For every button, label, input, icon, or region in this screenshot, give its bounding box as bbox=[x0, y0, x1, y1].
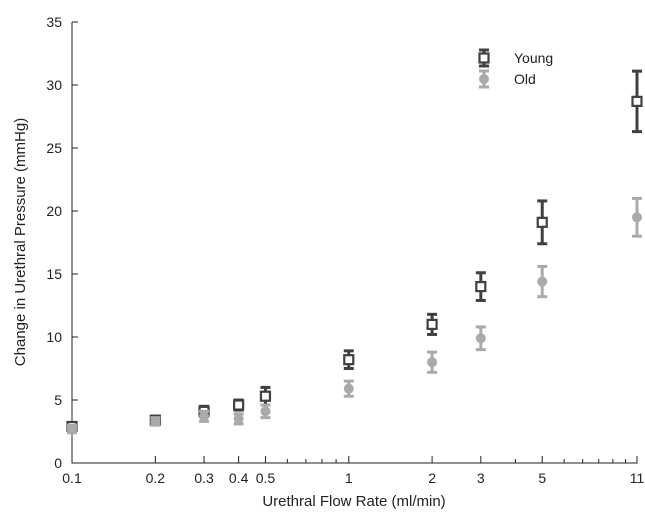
data-point bbox=[259, 390, 272, 402]
data-point bbox=[631, 95, 643, 107]
legend: Young Old bbox=[478, 48, 553, 89]
x-tick-label: 11 bbox=[630, 470, 645, 486]
data-point bbox=[426, 318, 438, 330]
legend-label: Old bbox=[514, 71, 536, 87]
data-point bbox=[343, 354, 355, 366]
legend-label: Young bbox=[514, 50, 553, 66]
y-tick-label: 25 bbox=[46, 140, 62, 156]
data-point bbox=[67, 423, 77, 434]
y-tick-label: 30 bbox=[46, 77, 62, 93]
data-point bbox=[632, 212, 642, 223]
x-tick-label: 0.1 bbox=[62, 470, 82, 486]
x-tick-label: 5 bbox=[538, 470, 546, 486]
data-point bbox=[475, 281, 487, 293]
y-tick-label: 5 bbox=[54, 392, 62, 408]
y-tick-label: 0 bbox=[54, 455, 62, 471]
axis-lines bbox=[71, 22, 638, 464]
data-point bbox=[150, 416, 161, 427]
x-tick-label: 0.4 bbox=[229, 470, 249, 486]
x-tick-label: 0.5 bbox=[256, 470, 276, 486]
data-point bbox=[233, 399, 245, 411]
y-tick-label: 20 bbox=[46, 203, 62, 219]
data-point bbox=[427, 357, 438, 368]
legend-marker bbox=[478, 52, 490, 64]
data-point bbox=[260, 406, 271, 417]
data-point bbox=[233, 413, 244, 424]
data-point bbox=[536, 216, 548, 228]
series-layer bbox=[66, 69, 643, 435]
legend-item: Young bbox=[478, 48, 553, 68]
series-young bbox=[66, 69, 643, 433]
x-tick-label: 1 bbox=[345, 470, 353, 486]
data-point bbox=[475, 333, 486, 344]
axes bbox=[71, 22, 638, 464]
y-tick-label: 35 bbox=[46, 14, 62, 30]
legend-marker bbox=[479, 74, 489, 84]
legend-item: Old bbox=[479, 69, 536, 89]
x-tick-label: 0.2 bbox=[146, 470, 166, 486]
data-point bbox=[343, 383, 354, 394]
series-old bbox=[67, 196, 642, 435]
y-axis-title: Change in Urethral Pressure (mmHg) bbox=[12, 118, 29, 366]
x-tick-label: 2 bbox=[428, 470, 436, 486]
x-tick-label: 3 bbox=[477, 470, 485, 486]
x-tick-label: 0.3 bbox=[194, 470, 214, 486]
data-point bbox=[199, 411, 210, 422]
y-tick-label: 15 bbox=[46, 266, 62, 282]
x-axis-title: Urethral Flow Rate (ml/min) bbox=[262, 493, 445, 510]
y-tick-label: 10 bbox=[46, 329, 62, 345]
data-point bbox=[537, 276, 548, 287]
